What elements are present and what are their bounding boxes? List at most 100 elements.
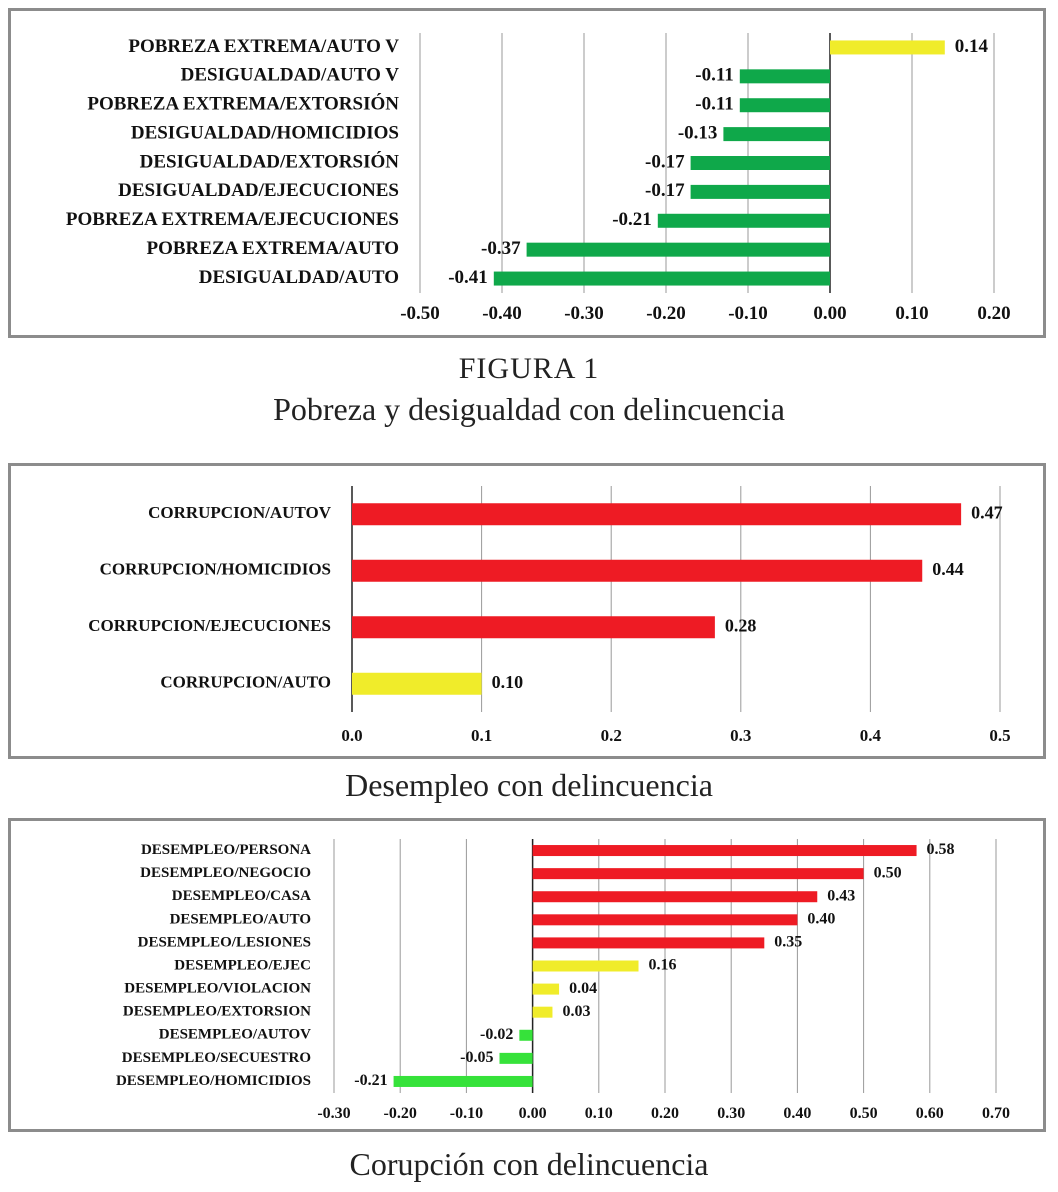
chart3-category-label: DESEMPLEO/AUTOV [159, 1027, 311, 1043]
chart2-tick-label: 0.2 [601, 726, 622, 745]
chart1-category-label: DESIGUALDAD/AUTO V [181, 65, 400, 86]
figure-label: FIGURA 1 [458, 352, 600, 385]
chart3-bar [519, 1029, 533, 1041]
chart2-bar [352, 616, 715, 639]
chart3-tick-label: -0.30 [317, 1105, 350, 1122]
chart-corrupcion: CORRUPCION/AUTOV 0.47 CORRUPCION/HOMICIDIO… [88, 486, 1011, 745]
chart2-data-label: 0.47 [971, 502, 1003, 522]
chart3-category-label: DESEMPLEO/AUTO [170, 911, 311, 927]
chart3-data-label: -0.21 [354, 1072, 387, 1089]
chart1-tick-label: 0.20 [977, 303, 1010, 324]
chart2-category-label: CORRUPCION/AUTO [160, 673, 331, 692]
chart-panel-corrupcion: CORRUPCION/AUTOV 0.47 CORRUPCION/HOMICIDIO… [8, 463, 1046, 759]
chart1-data-label: -0.37 [481, 238, 521, 259]
chart1-data-label: -0.17 [645, 151, 685, 172]
chart-panel-pobreza: POBREZA EXTREMA/AUTO V 0.14 DESIGUALDAD/AU… [8, 8, 1046, 338]
chart3-bar [393, 1075, 533, 1087]
chart3-bar [532, 845, 917, 857]
chart3-bar [499, 1052, 533, 1064]
chart3-category-label: DESEMPLEO/NEGOCIO [140, 865, 311, 881]
chart-pobreza-desigualdad: POBREZA EXTREMA/AUTO V 0.14 DESIGUALDAD/AU… [66, 33, 1011, 324]
chart1-data-label: -0.11 [695, 94, 734, 115]
chart3-category-label: DESEMPLEO/VIOLACION [124, 981, 311, 997]
chart3-tick-label: 0.30 [717, 1105, 745, 1122]
chart2-tick-label: 0.4 [860, 726, 882, 745]
chart1-category-label: POBREZA EXTREMA/AUTO V [128, 36, 399, 57]
chart1-tick-label: -0.50 [400, 303, 440, 324]
chart3-bar [532, 891, 818, 903]
chart1-bar [739, 69, 830, 84]
chart1-bar [690, 156, 830, 170]
chart2-tick-label: 0.0 [341, 726, 362, 745]
chart3-caption: Corupción con delincuencia [349, 1146, 709, 1182]
chart3-bar [532, 983, 560, 995]
chart1-category-label: DESIGUALDAD/AUTO [199, 267, 399, 288]
chart1-data-label: -0.13 [678, 122, 718, 143]
chart3-data-label: 0.03 [562, 1003, 590, 1020]
chart3-category-label: DESEMPLEO/PERSONA [141, 842, 311, 858]
chart3-data-label: -0.02 [480, 1026, 513, 1043]
chart3-tick-label: 0.20 [651, 1105, 679, 1122]
chart1-bar [830, 40, 945, 55]
chart1-tick-label: 0.00 [813, 303, 846, 324]
chart2-data-label: 0.10 [492, 672, 523, 692]
chart3-tick-label: 0.10 [585, 1105, 613, 1122]
chart3-bar [532, 914, 798, 926]
chart2-bar [352, 559, 923, 582]
chart2-tick-label: 0.5 [989, 726, 1010, 745]
chart3-category-label: DESEMPLEO/EJEC [174, 957, 311, 973]
chart3-data-label: 0.50 [874, 864, 902, 881]
chart-panel-desempleo: DESEMPLEO/PERSONA 0.58 DESEMPLEO/NEGOCIO 0.… [8, 818, 1046, 1132]
chart2-bar [352, 503, 962, 526]
chart3-bar [532, 960, 639, 972]
chart1-bar [526, 242, 830, 257]
chart1-bar [493, 271, 830, 286]
chart3-bar [532, 868, 864, 880]
chart2-data-label: 0.28 [725, 615, 757, 635]
chart3-tick-label: 0.40 [783, 1105, 811, 1122]
chart3-data-label: 0.04 [569, 980, 597, 997]
chart3-category-label: DESEMPLEO/CASA [172, 888, 311, 904]
chart3-data-label: 0.43 [827, 887, 855, 904]
chart3-category-label: DESEMPLEO/LESIONES [138, 934, 311, 950]
chart2-data-label: 0.44 [932, 559, 964, 579]
chart3-data-label: 0.16 [649, 957, 677, 974]
chart1-category-label: POBREZA EXTREMA/EJECUCIONES [66, 209, 399, 230]
chart3-tick-label: 0.50 [850, 1105, 878, 1122]
chart3-tick-label: -0.10 [450, 1105, 483, 1122]
chart1-bar [723, 127, 830, 142]
chart1-tick-label: -0.10 [728, 303, 768, 324]
chart3-tick-label: 0.00 [519, 1105, 547, 1122]
chart-desempleo: DESEMPLEO/PERSONA 0.58 DESEMPLEO/NEGOCIO 0.… [116, 839, 1010, 1122]
chart2-tick-label: 0.3 [730, 726, 751, 745]
chart3-category-label: DESEMPLEO/EXTORSION [123, 1004, 311, 1020]
figure-title: Pobreza y desigualdad con delincuencia [273, 391, 785, 427]
chart3-category-label: DESEMPLEO/SECUESTRO [122, 1050, 311, 1066]
chart1-tick-label: -0.30 [564, 303, 604, 324]
chart3-data-label: -0.05 [460, 1049, 493, 1066]
chart3-data-label: 0.58 [927, 841, 955, 858]
chart3-tick-label: 0.70 [982, 1105, 1010, 1122]
chart1-category-label: POBREZA EXTREMA/EXTORSIÓN [87, 93, 399, 115]
chart1-category-label: POBREZA EXTREMA/AUTO [147, 238, 400, 259]
chart1-bar [690, 184, 830, 199]
chart2-caption: Desempleo con delincuencia [345, 767, 713, 803]
chart3-tick-label: -0.20 [384, 1105, 417, 1122]
chart3-tick-label: 0.60 [916, 1105, 944, 1122]
chart1-category-label: DESIGUALDAD/EXTORSIÓN [140, 150, 400, 172]
chart2-category-label: CORRUPCION/EJECUCIONES [88, 616, 331, 635]
chart1-bar [657, 213, 830, 228]
chart3-bar [532, 937, 765, 949]
chart2-bar [352, 672, 482, 695]
chart1-data-label: -0.17 [645, 180, 685, 201]
chart1-category-label: DESIGUALDAD/HOMICIDIOS [131, 122, 399, 143]
chart3-bar [532, 1006, 553, 1018]
chart3-data-label: 0.35 [774, 934, 802, 951]
chart2-tick-label: 0.1 [471, 726, 492, 745]
chart1-data-label: -0.41 [448, 267, 488, 288]
chart1-tick-label: -0.20 [646, 303, 686, 324]
chart3-category-label: DESEMPLEO/HOMICIDIOS [116, 1073, 311, 1089]
chart1-category-label: DESIGUALDAD/EJECUCIONES [118, 180, 399, 201]
chart1-data-label: -0.11 [695, 65, 734, 86]
chart1-bar [739, 98, 830, 113]
